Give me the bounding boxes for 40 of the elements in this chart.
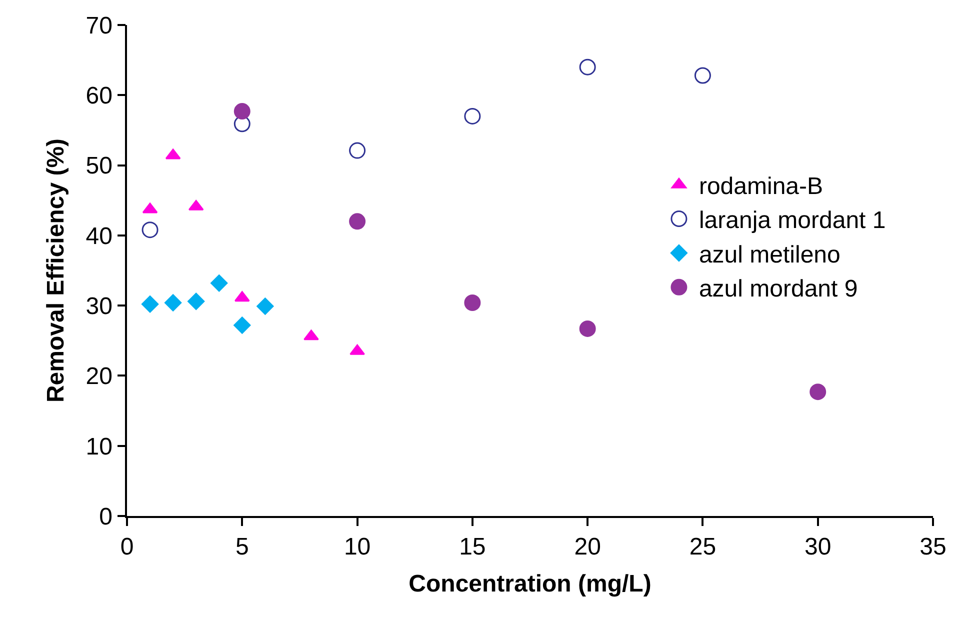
- legend-label: azul mordant 9: [698, 276, 858, 303]
- y-tick-label: 20: [86, 363, 112, 390]
- point: [810, 384, 826, 400]
- point: [210, 274, 228, 292]
- legend-label: laranja mordant 1: [698, 207, 886, 234]
- y-tick-label: 10: [86, 433, 112, 460]
- point: [188, 292, 205, 310]
- legend-label: rodamina-B: [698, 172, 824, 200]
- point: [464, 108, 481, 124]
- point: [579, 320, 596, 337]
- x-tick-label: 5: [235, 534, 249, 561]
- point: [141, 296, 159, 313]
- y-tick-label: 30: [86, 292, 112, 320]
- point: [234, 316, 251, 334]
- y-tick-label: 50: [86, 152, 112, 180]
- y-tick-label: 0: [99, 503, 112, 530]
- point: [164, 294, 182, 312]
- point: [350, 344, 365, 355]
- x-tick-label: 35: [920, 534, 946, 561]
- point: [694, 67, 711, 84]
- y-tick-label: 40: [86, 222, 112, 250]
- point: [349, 142, 366, 159]
- point: [234, 103, 250, 120]
- y-tick-label: 60: [86, 82, 112, 110]
- point: [349, 213, 366, 230]
- x-tick-label: 10: [344, 534, 371, 561]
- y-tick-label: 70: [86, 12, 112, 40]
- point: [579, 58, 596, 76]
- point: [256, 298, 274, 315]
- x-tick-label: 20: [574, 534, 601, 561]
- y-axis-title: Removal Efficiency (%): [42, 138, 70, 403]
- point: [464, 294, 481, 312]
- legend-label: azul metileno: [698, 241, 840, 268]
- x-tick-label: 25: [689, 534, 716, 561]
- x-axis-title: Concentration (mg/L): [408, 570, 652, 598]
- x-tick-label: 15: [459, 534, 486, 561]
- point: [304, 330, 319, 340]
- x-tick-label: 30: [804, 534, 832, 561]
- x-tick-label: 0: [120, 534, 134, 561]
- point: [142, 222, 158, 238]
